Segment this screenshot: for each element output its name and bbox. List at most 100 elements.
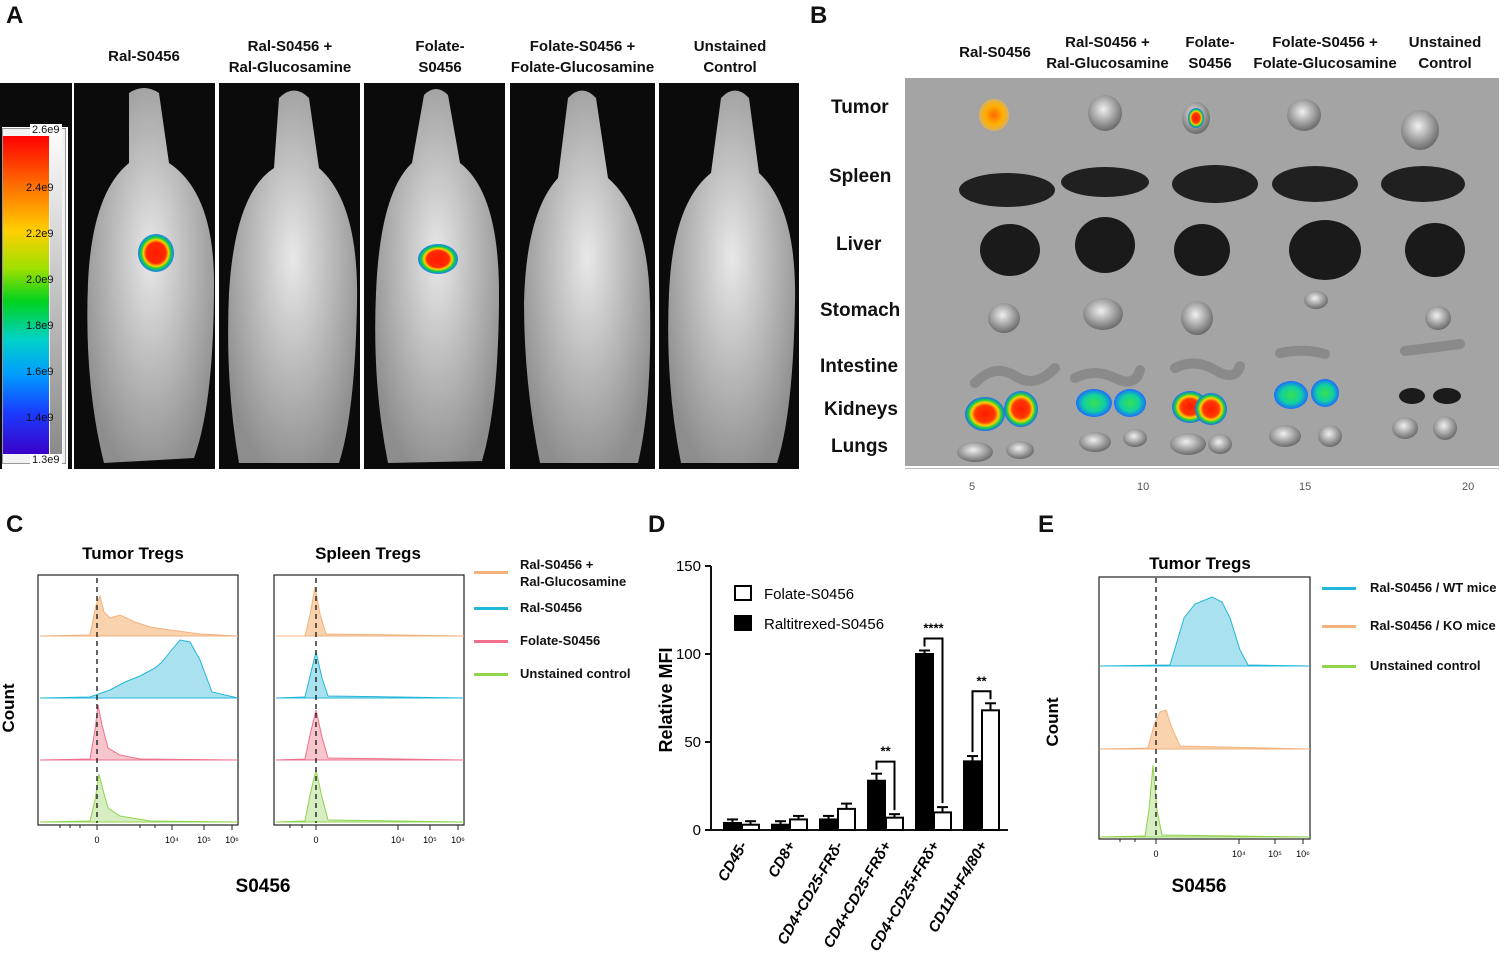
svg-text:10⁴: 10⁴ [1232,849,1246,859]
legend-d-swatch-raltitrexed [734,615,752,631]
significance-bracket [923,637,944,804]
legend-e-line-ko [1322,625,1356,628]
bar-folate [789,818,808,832]
legend-c-folate: Folate-S0456 [520,633,601,648]
ruler-5: 5 [969,481,976,493]
svg-text:0: 0 [313,835,318,845]
colorbar-tick-24: 2.4e9 [26,182,54,194]
organ-image [905,78,1499,466]
y-tick-label: 150 [676,558,701,575]
bar-raltitrexed [915,653,934,831]
organ-label-tumor: Tumor [831,97,889,118]
panel-c-histograms: Tumor Tregs Spleen Tregs Count S0456 0 1… [0,544,465,895]
svg-text:10⁵: 10⁵ [1268,849,1282,859]
spleen-hist-ral-glucosamine [276,586,465,637]
organ-label-stomach: Stomach [820,300,901,321]
panel-a-header-1: Ral-S0456 [108,48,180,65]
legend-c-line-ral-glucosamine [474,571,508,574]
panel-c-ylabel: Count [0,683,18,732]
significance-label: ** [976,673,987,688]
panel-c-xlabel: S0456 [236,876,291,895]
y-tick-label: 100 [676,646,701,663]
bar-raltitrexed [819,818,838,832]
mouse-3-signal [418,244,458,274]
organ-label-lungs: Lungs [831,436,888,457]
tumor-hist-ral-s0456 [39,639,239,699]
e-hist-unstained [1099,764,1311,838]
panel-c-title-spleen: Spleen Tregs [315,544,421,563]
panel-c-title-tumor: Tumor Tregs [82,544,184,563]
mouse-1-signal [138,234,174,272]
legend-e-line-unstained [1322,665,1356,668]
panel-e-histograms: Tumor Tregs Count S0456 0 10⁴ 10⁵ 10⁶ [1043,554,1311,897]
ruler-15: 15 [1299,481,1312,493]
panel-label-d: D [648,511,666,538]
panel-b-header-4: Folate-S0456 + Folate-Glucosamine [1253,34,1397,72]
tumor-hist-unstained [39,773,239,823]
spleen-hist-ral-s0456 [275,651,465,699]
legend-c-line-ral [474,607,508,610]
significance-label: **** [923,620,944,635]
bar-folate [933,811,952,832]
legend-c-line-folate [474,640,508,643]
organ-label-intestine: Intestine [820,356,899,377]
bar-raltitrexed [867,779,886,831]
svg-text:0: 0 [94,835,99,845]
svg-text:10⁶: 10⁶ [451,835,465,845]
mouse-image-3 [364,83,505,469]
panel-label-c: C [6,511,24,538]
bar-raltitrexed [771,823,790,831]
category-label: CD8+ [765,838,799,880]
legend-d-folate: Folate-S0456 [764,586,854,603]
svg-text:10⁴: 10⁴ [165,835,179,845]
significance-bracket [875,760,896,811]
mouse-image-4 [510,83,655,469]
bar-folate [981,709,1000,832]
legend-e-ko: Ral-S0456 / KO mice [1370,618,1496,633]
legend-d-swatch-folate [734,585,752,601]
svg-text:10⁵: 10⁵ [197,835,211,845]
svg-text:10⁵: 10⁵ [423,835,437,845]
colorbar-tick-18: 1.8e9 [26,320,54,332]
legend-e-unstained: Unstained control [1370,658,1481,673]
panel-label-e: E [1038,511,1055,538]
bar-raltitrexed [723,821,742,832]
organ-label-spleen: Spleen [829,166,892,187]
svg-text:10⁶: 10⁶ [225,835,239,845]
panel-e-title: Tumor Tregs [1149,554,1251,573]
legend-c-ral: Ral-S0456 [520,600,583,615]
e-hist-wt [1099,596,1311,667]
colorbar-grey [50,136,62,454]
panel-label-b: B [810,2,828,29]
ruler [905,468,1499,499]
panel-a-header-4: Folate-S0456 + Folate-Glucosamine [510,38,655,76]
panel-a-header-3: Folate- S0456 [415,38,465,76]
ruler-10: 10 [1137,481,1150,493]
bar-folate [741,823,760,831]
colorbar-tick-20: 2.0e9 [26,274,54,286]
colorbar-tick-22: 2.2e9 [26,228,54,240]
panel-e-xlabel: S0456 [1172,876,1227,897]
legend-e-wt: Ral-S0456 / WT mice [1370,580,1497,595]
ruler-20: 20 [1462,481,1475,493]
legend-c-line-unstained [474,673,508,676]
significance-label: ** [880,744,891,759]
svg-text:0: 0 [1153,849,1158,859]
panel-a-header-5: Unstained Control [693,38,767,76]
e-hist-ko [1099,709,1311,750]
panel-b-header-1: Ral-S0456 [959,44,1031,61]
colorbar-min: 1.3e9 [30,454,62,466]
mouse-image-5 [659,83,799,469]
panel-b-header-2: Ral-S0456 + Ral-Glucosamine [1046,34,1169,72]
organ-label-kidneys: Kidneys [824,399,898,420]
legend-d-raltitrexed: Raltitrexed-S0456 [764,616,884,633]
svg-text:10⁶: 10⁶ [1296,849,1310,859]
panel-b-header-3: Folate- S0456 [1185,34,1235,72]
bar-folate [885,816,904,831]
colorbar-tick-14: 1.4e9 [26,412,54,424]
panel-e-ylabel: Count [1043,697,1062,746]
chart-ylabel: Relative MFI [656,647,676,752]
legend-c-unstained: Unstained control [520,666,631,681]
category-label: CD45- [715,839,751,885]
